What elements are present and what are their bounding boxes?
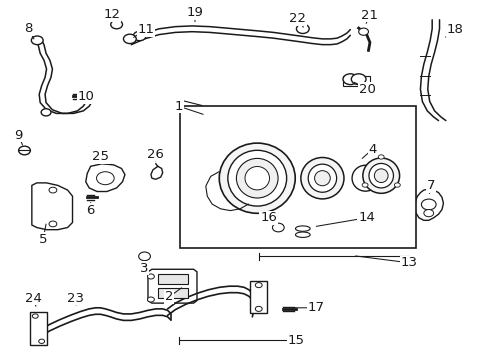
Ellipse shape	[352, 165, 379, 191]
Circle shape	[378, 155, 384, 159]
Circle shape	[39, 339, 45, 343]
Ellipse shape	[315, 171, 330, 186]
Text: 9: 9	[14, 129, 23, 141]
Text: 13: 13	[401, 256, 417, 269]
Text: 17: 17	[308, 301, 324, 314]
Circle shape	[49, 187, 57, 193]
Polygon shape	[148, 269, 197, 303]
Text: 21: 21	[362, 9, 378, 22]
Text: 11: 11	[138, 23, 154, 36]
Ellipse shape	[301, 158, 344, 199]
Ellipse shape	[228, 150, 287, 206]
Text: 16: 16	[260, 211, 277, 224]
Bar	[180, 106, 416, 248]
Circle shape	[394, 183, 400, 187]
Text: 6: 6	[86, 204, 95, 217]
Text: 24: 24	[25, 292, 42, 305]
Circle shape	[31, 36, 43, 45]
Circle shape	[97, 172, 114, 185]
Circle shape	[32, 314, 38, 318]
Ellipse shape	[237, 158, 278, 198]
Circle shape	[255, 306, 262, 311]
Polygon shape	[414, 189, 443, 220]
Text: 23: 23	[68, 292, 84, 305]
Polygon shape	[30, 312, 47, 345]
Polygon shape	[250, 281, 267, 313]
Circle shape	[111, 20, 122, 29]
Bar	[158, 288, 188, 298]
Circle shape	[362, 183, 368, 187]
Text: 25: 25	[92, 150, 109, 163]
Text: 4: 4	[368, 143, 377, 156]
Circle shape	[272, 223, 284, 232]
Circle shape	[343, 74, 358, 85]
Text: 12: 12	[103, 8, 120, 21]
Text: 22: 22	[290, 12, 306, 25]
Circle shape	[139, 252, 150, 261]
Ellipse shape	[220, 143, 295, 213]
Circle shape	[421, 199, 436, 210]
Ellipse shape	[295, 226, 310, 231]
Text: 20: 20	[359, 83, 376, 96]
Ellipse shape	[308, 164, 337, 192]
Circle shape	[147, 297, 154, 302]
Circle shape	[359, 28, 368, 35]
Text: 5: 5	[39, 233, 48, 246]
Bar	[158, 274, 188, 284]
Text: 7: 7	[427, 179, 436, 192]
Ellipse shape	[245, 166, 270, 190]
Circle shape	[41, 109, 51, 116]
Ellipse shape	[363, 158, 400, 193]
Text: 3: 3	[140, 262, 149, 275]
Ellipse shape	[374, 169, 388, 183]
Text: 8: 8	[24, 22, 33, 35]
Text: 15: 15	[288, 334, 305, 347]
Polygon shape	[86, 164, 125, 192]
Circle shape	[424, 210, 434, 217]
Circle shape	[147, 274, 154, 279]
Circle shape	[296, 24, 309, 33]
Polygon shape	[32, 183, 73, 230]
Text: 2: 2	[165, 291, 173, 303]
Text: 14: 14	[358, 211, 375, 224]
Circle shape	[49, 221, 57, 227]
Circle shape	[255, 283, 262, 288]
Text: 26: 26	[147, 148, 164, 161]
Circle shape	[351, 74, 366, 85]
Circle shape	[123, 34, 136, 44]
Text: 19: 19	[187, 6, 203, 19]
Text: 1: 1	[174, 100, 183, 113]
Ellipse shape	[369, 163, 393, 188]
Text: 10: 10	[77, 90, 94, 103]
Circle shape	[19, 146, 30, 155]
Bar	[343, 76, 370, 86]
Circle shape	[133, 31, 146, 41]
Text: 18: 18	[446, 23, 463, 36]
Ellipse shape	[295, 232, 310, 238]
